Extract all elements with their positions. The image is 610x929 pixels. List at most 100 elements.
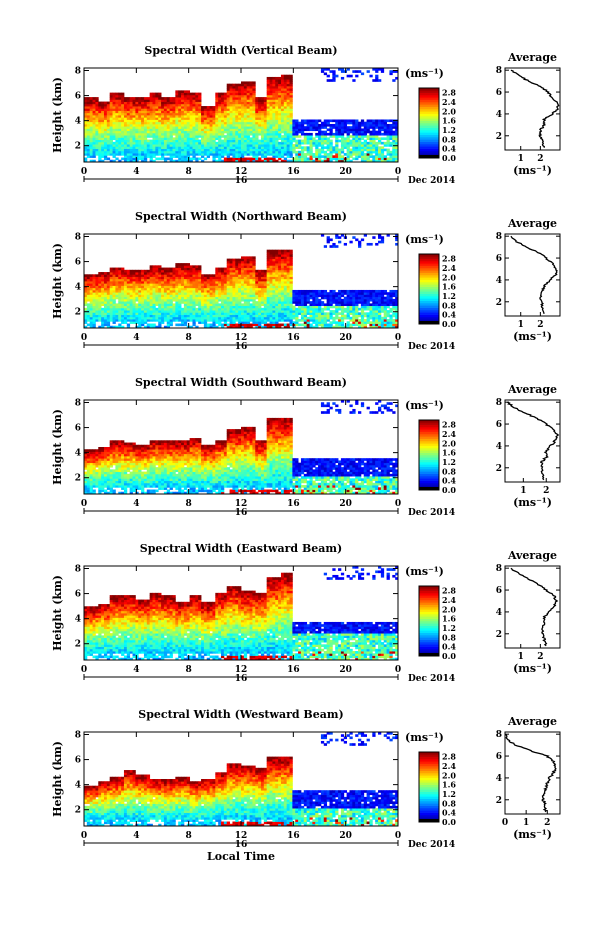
heatmap-cell: [246, 150, 250, 154]
heatmap-cell: [169, 292, 173, 295]
heatmap-cell: [246, 115, 250, 118]
heatmap-cell: [92, 294, 96, 298]
heatmap-cell: [372, 157, 376, 161]
heatmap-cell: [241, 112, 245, 116]
heatmap-cell: [106, 301, 111, 304]
heatmap-cell: [112, 312, 116, 315]
heatmap-cell: [192, 112, 196, 116]
heatmap-cell: [158, 115, 162, 118]
heatmap-cell: [392, 159, 396, 163]
heatmap-cell: [101, 128, 105, 132]
heatmap-cell: [175, 108, 179, 111]
heatmap-cell: [121, 92, 125, 96]
heatmap-cell: [123, 298, 128, 302]
heatmap-cell: [326, 74, 330, 78]
heatmap-cell: [123, 294, 128, 298]
heatmap-cell: [206, 137, 210, 141]
heatmap-cell: [141, 137, 145, 141]
heatmap-cell: [98, 103, 102, 107]
heatmap-cell: [109, 319, 113, 322]
heatmap-cell: [340, 68, 345, 71]
heatmap-cell: [132, 148, 136, 152]
heatmap-cell: [338, 130, 342, 134]
heatmap-cell: [132, 153, 136, 156]
heatmap-cell: [380, 121, 385, 125]
heatmap-cell: [349, 159, 353, 163]
heatmap-cell: [215, 115, 219, 118]
heatmap-cell: [178, 132, 182, 136]
heatmap-cell: [209, 110, 213, 114]
heatmap-cell: [166, 141, 171, 145]
heatmap-cell: [181, 139, 185, 143]
heatmap-cell: [98, 325, 102, 329]
heatmap-cell: [203, 132, 208, 136]
heatmap-cell: [355, 141, 359, 145]
heatmap-cell: [280, 148, 285, 152]
heatmap-cell: [249, 101, 253, 105]
heatmap-cell: [369, 130, 373, 134]
heatmap-cell: [158, 126, 162, 129]
heatmap-cell: [198, 135, 202, 138]
heatmap-cell: [238, 157, 242, 161]
heatmap-cell: [275, 103, 279, 107]
heatmap-cell: [372, 144, 376, 147]
heatmap-cell: [272, 121, 276, 125]
heatmap-cell: [232, 90, 236, 94]
heatmap-cell: [186, 119, 191, 123]
heatmap-cell: [266, 144, 270, 147]
heatmap-cell: [192, 150, 196, 154]
heatmap-cell: [255, 97, 259, 100]
heatmap-cell: [352, 146, 356, 149]
heatmap-cell: [266, 108, 270, 111]
heatmap-cell: [278, 119, 282, 123]
heatmap-cell: [209, 135, 213, 138]
heatmap-cell: [163, 144, 168, 147]
heatmap-cell: [283, 81, 288, 85]
heatmap-cell: [149, 157, 153, 161]
heatmap-cell: [272, 135, 276, 138]
heatmap-cell: [386, 137, 390, 141]
heatmap-cell: [115, 157, 119, 161]
heatmap-cell: [292, 119, 296, 123]
heatmap-cell: [101, 117, 105, 120]
heatmap-cell: [320, 141, 325, 145]
heatmap-cell: [306, 137, 310, 141]
heatmap-cell: [146, 301, 151, 304]
heatmap-cell: [340, 135, 345, 138]
heatmap-cell: [246, 108, 250, 111]
heatmap-cell: [246, 153, 250, 156]
heatmap-cell: [181, 117, 185, 120]
heatmap-cell: [166, 314, 171, 318]
heatmap-cell: [235, 135, 239, 138]
heatmap-cell: [295, 159, 299, 163]
heatmap-cell: [169, 274, 173, 277]
heatmap-cell: [378, 68, 382, 71]
heatmap-cell: [203, 141, 208, 145]
heatmap-cell: [89, 110, 93, 114]
heatmap-cell: [375, 153, 379, 156]
heatmap-cell: [121, 276, 125, 280]
heatmap-cell: [132, 108, 136, 111]
heatmap-cell: [155, 141, 159, 145]
heatmap-cell: [106, 285, 111, 289]
heatmap-cell: [229, 92, 233, 96]
heatmap-cell: [132, 135, 136, 138]
heatmap-cell: [229, 99, 233, 102]
heatmap-cell: [129, 121, 133, 125]
heatmap-cell: [258, 112, 262, 116]
heatmap-cell: [278, 108, 282, 111]
heatmap-cell: [101, 155, 105, 158]
heatmap-cell: [161, 99, 165, 102]
heatmap-cell: [203, 144, 208, 147]
heatmap-cell: [95, 296, 99, 300]
heatmap-cell: [246, 139, 250, 143]
heatmap-cell: [92, 128, 96, 132]
heatmap-cell: [226, 139, 230, 143]
heatmap-cell: [235, 123, 239, 127]
heatmap-cell: [169, 310, 173, 313]
heatmap-cell: [298, 157, 302, 161]
heatmap-cell: [158, 123, 162, 127]
heatmap-cell: [395, 70, 399, 73]
heatmap-cell: [163, 150, 168, 154]
